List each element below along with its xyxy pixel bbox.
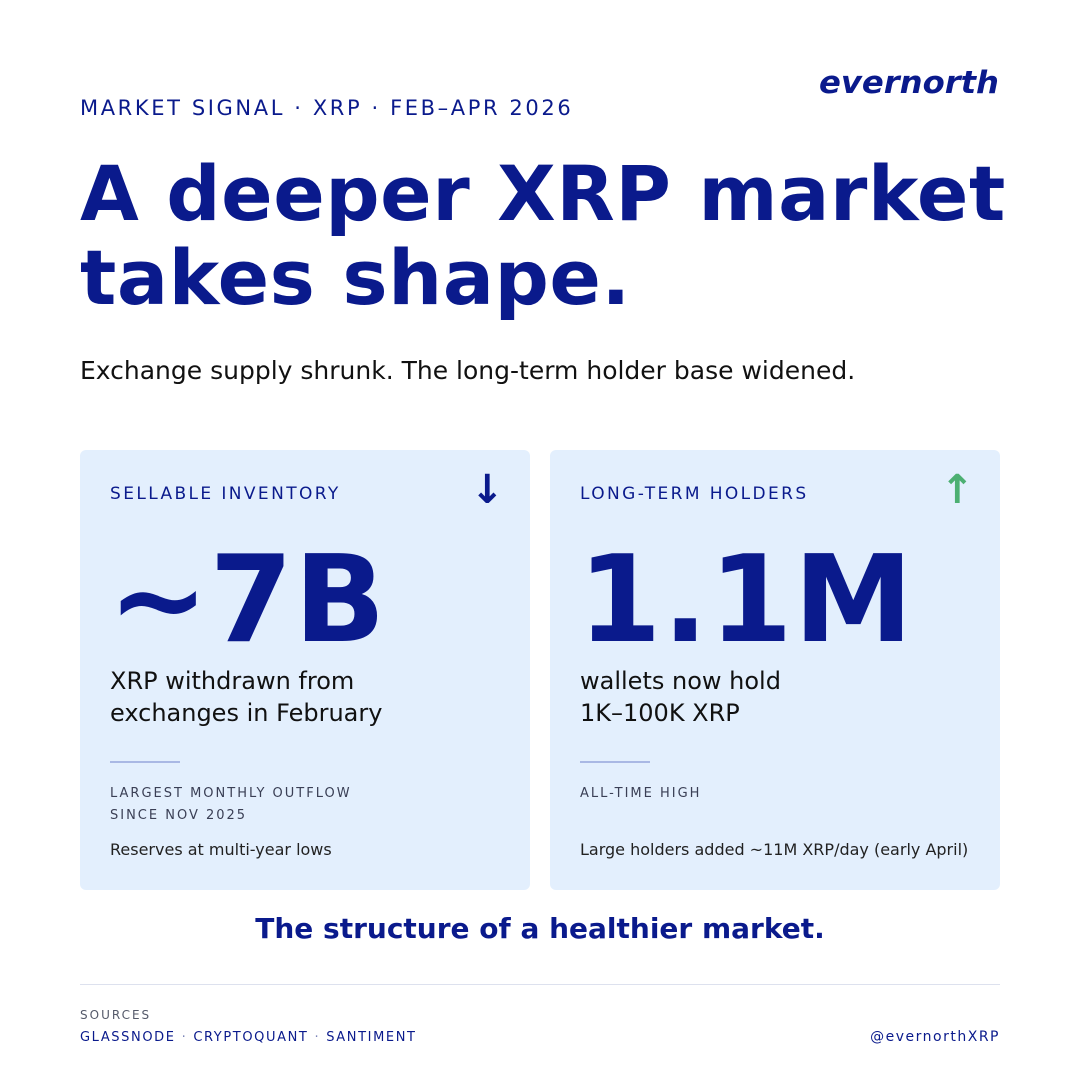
source-cryptoquant: CRYPTOQUANT	[193, 1030, 309, 1045]
stat-card-sellable-inventory: SELLABLE INVENTORY ↓ ~7B XRP withdrawn f…	[80, 450, 530, 890]
evernorth-logo: evernorth	[819, 66, 1000, 98]
tagline: The structure of a healthier market.	[255, 912, 825, 945]
social-handle: @evernorthXRP	[870, 1029, 1000, 1045]
stat-note-line-1: LARGEST MONTHLY OUTFLOW	[110, 786, 352, 801]
stat-note-line-2: SINCE NOV 2025	[110, 808, 248, 823]
stat-card-long-term-holders: LONG-TERM HOLDERS ↑ 1.1M wallets now hol…	[550, 450, 1000, 890]
stat-description-line-2: exchanges in February	[110, 699, 383, 727]
stat-description-line-2: 1K–100K XRP	[580, 699, 740, 727]
sources-list: GLASSNODE · CRYPTOQUANT · SANTIMENT	[80, 1030, 417, 1045]
sources-label: SOURCES	[80, 1008, 152, 1022]
stat-description: XRP withdrawn from exchanges in February	[110, 665, 510, 729]
headline-line-2: takes shape.	[80, 233, 631, 322]
divider-rule	[110, 761, 180, 763]
stat-value: 1.1M	[578, 531, 914, 670]
source-separator: ·	[314, 1030, 321, 1045]
stat-note-line-1: ALL-TIME HIGH	[580, 786, 702, 801]
card-label: LONG-TERM HOLDERS	[580, 484, 809, 504]
source-separator: ·	[181, 1030, 188, 1045]
stat-description: wallets now hold 1K–100K XRP	[580, 665, 980, 729]
kicker-label: MARKET SIGNAL · XRP · FEB–APR 2026	[80, 96, 574, 120]
headline-line-1: A deeper XRP market	[80, 149, 1006, 238]
source-glassnode: GLASSNODE	[80, 1030, 176, 1045]
headline: A deeper XRP market takes shape.	[80, 152, 1040, 320]
logo-wordmark: evernorth	[819, 66, 999, 98]
footer-divider	[80, 984, 1000, 985]
card-label: SELLABLE INVENTORY	[110, 484, 341, 504]
subtitle: Exchange supply shrunk. The long-term ho…	[80, 356, 856, 385]
stat-note: LARGEST MONTHLY OUTFLOW SINCE NOV 2025	[110, 783, 510, 827]
arrow-down-icon: ↓	[470, 467, 504, 513]
stat-description-line-1: XRP withdrawn from	[110, 667, 355, 695]
stat-detail: Large holders added ~11M XRP/day (early …	[580, 840, 969, 859]
stat-description-line-1: wallets now hold	[580, 667, 781, 695]
stat-note: ALL-TIME HIGH	[580, 783, 980, 805]
stat-detail: Reserves at multi-year lows	[110, 840, 332, 859]
divider-rule	[580, 761, 650, 763]
stat-value: ~7B	[108, 531, 387, 670]
arrow-up-icon: ↑	[940, 467, 974, 513]
source-santiment: SANTIMENT	[326, 1030, 417, 1045]
